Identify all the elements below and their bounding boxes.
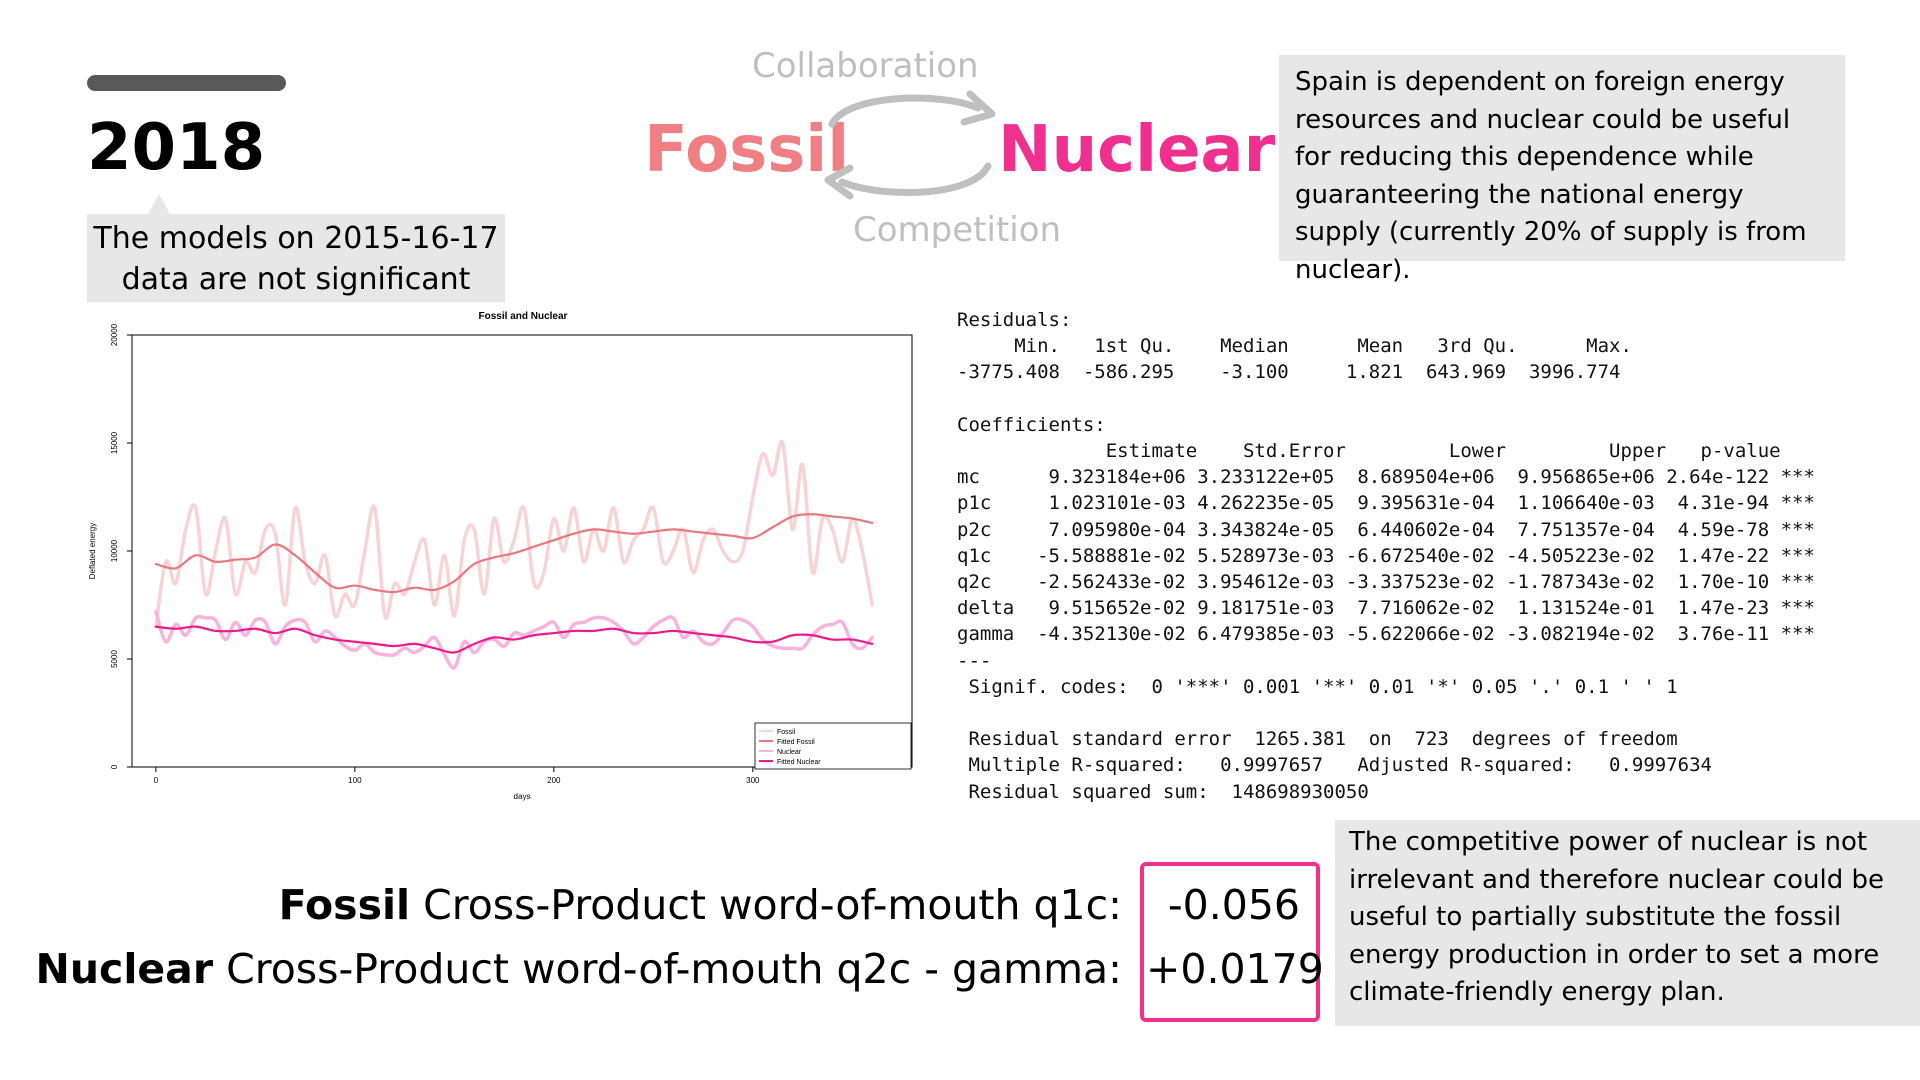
- series-line-fitted-fossil: [154, 513, 874, 594]
- summary-line: Min. 1st Qu. Median Mean 3rd Qu. Max.: [1014, 335, 1632, 358]
- competition-arrow: [838, 162, 992, 196]
- regression-summary: Residuals: Min. 1st Qu. Median Mean 3rd …: [957, 307, 1815, 805]
- fossil-q1c-row: Fossil Cross-Product word-of-mouth q1c:: [279, 880, 1122, 930]
- y-tick-label: 10000: [110, 539, 119, 562]
- summary-line: mc 9.323184e+06 3.233122e+05 8.689504e+0…: [957, 466, 1815, 489]
- x-tick-label: 300: [746, 776, 760, 785]
- significance-note-line: The models on 2015-16-17: [93, 221, 499, 256]
- summary-line: Signif. codes: 0 '***' 0.001 '**' 0.01 '…: [968, 675, 1678, 698]
- series-line-nuclear: [154, 609, 874, 670]
- summary-line: Residual standard error 1265.381 on 723 …: [968, 728, 1678, 751]
- y-tick-label: 20000: [110, 323, 119, 346]
- highlight-box: [1140, 862, 1320, 1022]
- x-axis-label: days: [514, 792, 531, 801]
- fossil-label: Fossil: [278, 881, 411, 929]
- chart-legend: Fossil Fitted Fossil Nuclear Fitted Nuclear: [754, 722, 912, 770]
- competition-label: Competition: [853, 210, 1062, 250]
- nuclear-heading: Nuclear: [998, 113, 1276, 187]
- legend-label: Nuclear: [777, 749, 802, 756]
- significance-note: The models on 2015-16-17 data are not si…: [87, 214, 505, 302]
- q1c-value: -0.056: [1167, 881, 1300, 929]
- summary-line: q1c -5.588881e-02 5.528973e-03 -6.672540…: [957, 544, 1815, 567]
- y-tick-label: 15000: [110, 431, 119, 454]
- nuclear-description: Cross-Product word-of-mouth q2c - gamma:: [213, 945, 1122, 993]
- conclusion-note: The competitive power of nuclear is not …: [1335, 820, 1920, 1026]
- legend-label: Fitted Fossil: [777, 739, 815, 746]
- collaboration-arrowhead: [960, 90, 996, 126]
- nuclear-q2c-row: Nuclear Cross-Product word-of-mouth q2c …: [36, 944, 1122, 994]
- y-tick-label: 5000: [110, 650, 119, 668]
- significance-note-line: data are not significant: [121, 262, 471, 297]
- series-layer: [154, 439, 874, 670]
- summary-line: Residuals:: [957, 309, 1072, 331]
- competition-arrowhead: [824, 164, 854, 200]
- summary-line: Estimate Std.Error Lower Upper p-value: [1105, 440, 1781, 463]
- x-tick-label: 100: [348, 776, 362, 785]
- context-note: Spain is dependent on foreign energy res…: [1279, 55, 1845, 285]
- series-line-fossil: [154, 439, 874, 629]
- q2c-gamma-value: +0.0179: [1146, 945, 1324, 993]
- summary-line: gamma -4.352130e-02 6.479385e-03 -5.6220…: [957, 623, 1815, 646]
- nuclear-label: Nuclear: [35, 945, 214, 993]
- callout-pointer: [148, 194, 170, 214]
- summary-line: p1c 1.023101e-03 4.262235e-05 9.395631e-…: [957, 492, 1815, 515]
- series-line-fitted-nuclear: [154, 625, 874, 654]
- summary-line: Multiple R-squared: 0.9997657 Adjusted R…: [968, 754, 1712, 777]
- y-axis-label: Deflated energy: [88, 523, 97, 579]
- summary-line: q2c -2.562433e-02 3.954612e-03 -3.337523…: [957, 571, 1815, 594]
- legend-label: Fitted Nuclear: [777, 759, 821, 766]
- collaboration-arrow: [828, 94, 982, 128]
- fossil-description: Cross-Product word-of-mouth q1c:: [410, 881, 1122, 929]
- summary-line: Residual squared sum: 148698930050: [957, 780, 1369, 803]
- cycle-arrows-icon: [824, 90, 996, 200]
- legend-box: [754, 722, 912, 770]
- chart-title: Fossil and Nuclear: [479, 311, 568, 322]
- slide-year-title: 2018: [87, 111, 266, 185]
- summary-line: ---: [957, 649, 992, 672]
- x-tick-label: 200: [547, 776, 561, 785]
- fossil-heading: Fossil: [644, 113, 850, 187]
- title-accent-bar: [87, 75, 286, 91]
- summary-line: -3775.408 -586.295 -3.100 1.821 643.969 …: [957, 361, 1621, 384]
- x-axis: 0 100 200 300: [154, 767, 760, 785]
- x-tick-label: 0: [154, 776, 159, 785]
- legend-label: Fossil: [777, 729, 796, 736]
- summary-line: Coefficients:: [957, 413, 1106, 436]
- summary-line: p2c 7.095980e-04 3.343824e-05 6.440602e-…: [957, 518, 1815, 541]
- y-axis: 0 5000 10000 15000 20000: [110, 323, 132, 769]
- y-tick-label: 0: [110, 764, 119, 769]
- collaboration-label: Collaboration: [752, 46, 979, 86]
- fossil-nuclear-chart: Fossil and Nuclear 05000100001500020000 …: [88, 311, 913, 801]
- summary-line: delta 9.515652e-02 9.181751e-03 7.716062…: [957, 597, 1815, 620]
